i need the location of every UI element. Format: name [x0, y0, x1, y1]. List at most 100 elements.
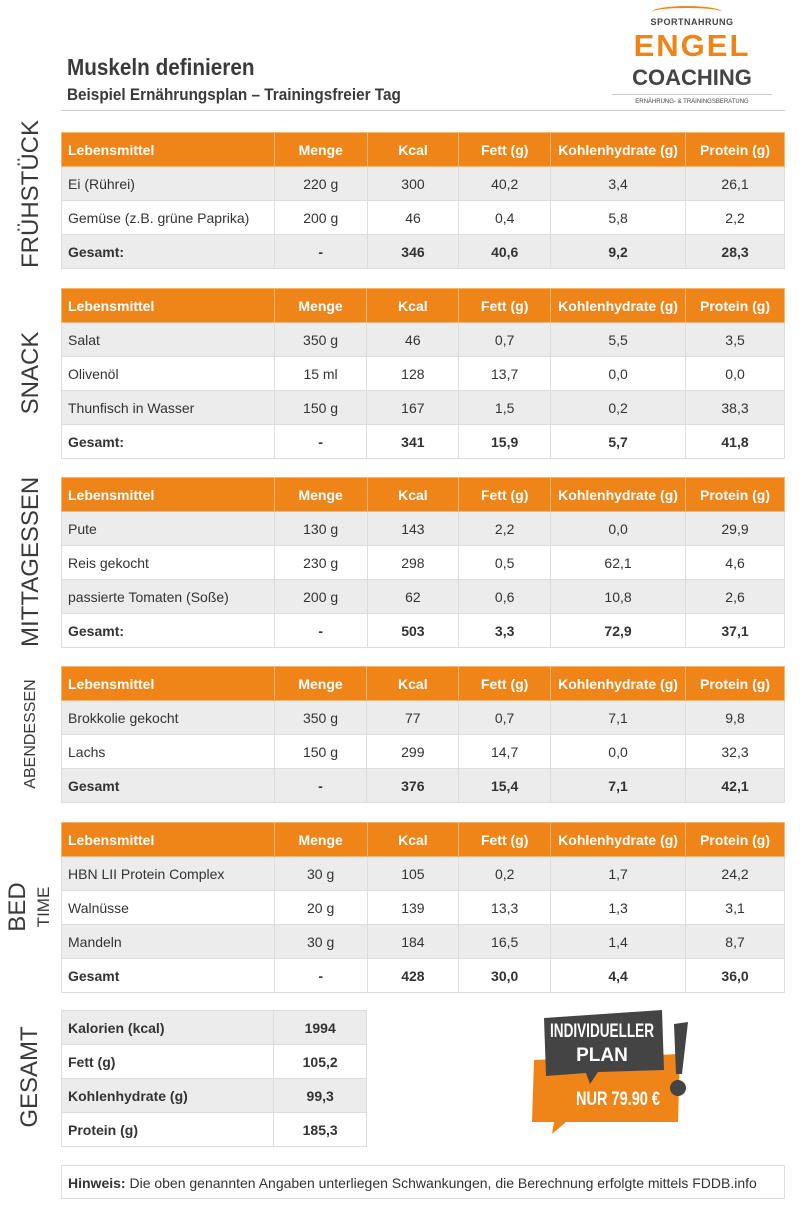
- table-cell: -: [273, 768, 368, 803]
- table-cell: 2,6: [685, 579, 785, 614]
- column-header: Lebensmittel: [61, 822, 275, 857]
- table-row: Olivenöl 15 ml 128 13,7 0,0 0,0: [61, 356, 785, 391]
- hint-label: Hinweis:: [68, 1175, 126, 1191]
- table-cell: 0,0: [685, 356, 785, 391]
- table-cell: 185,3: [273, 1112, 367, 1147]
- total-row: Gesamt: -341 15,9 5,7 41,8: [61, 424, 785, 459]
- table-cell: 0,2: [550, 390, 687, 425]
- table-cell: Lachs: [61, 734, 275, 769]
- table-cell: -: [273, 234, 368, 269]
- table-cell: 36,0: [685, 958, 785, 993]
- table-cell: 300: [366, 166, 460, 201]
- column-header: Protein (g): [685, 666, 785, 701]
- table-cell: 46: [366, 200, 460, 235]
- table-cell: 7,1: [550, 700, 687, 735]
- table-cell: 150 g: [273, 734, 368, 769]
- total-row: Fett (g) 105,2: [60, 1044, 367, 1079]
- column-header: Protein (g): [685, 477, 785, 512]
- total-row: Gesamt: -346 40,6 9,2 28,3: [61, 234, 785, 269]
- table-cell: 1,3: [550, 890, 687, 925]
- column-header: Lebensmittel: [61, 132, 275, 167]
- table-cell: 230 g: [273, 545, 368, 580]
- table-cell: 7,1: [550, 768, 687, 803]
- promo-badge[interactable]: INDIVIDUELLER PLAN NUR 79.90 €: [530, 1010, 690, 1135]
- table-cell: 5,7: [550, 424, 687, 459]
- promo-line1: INDIVIDUELLER: [550, 1021, 654, 1042]
- table-cell: Fett (g): [60, 1044, 275, 1079]
- table-cell: HBN LII Protein Complex: [61, 856, 275, 891]
- table-cell: 105: [366, 856, 460, 891]
- table-cell: Gesamt:: [61, 613, 275, 648]
- promo-line2: PLAN: [576, 1045, 628, 1066]
- table-header: Lebensmittel Menge Kcal Fett (g) Kohlenhydra…: [61, 666, 785, 701]
- table-cell: -: [273, 424, 368, 459]
- table-cell: 220 g: [273, 166, 368, 201]
- table-cell: 350 g: [273, 322, 368, 357]
- table-cell: 30,0: [458, 958, 552, 993]
- table-cell: 2,2: [685, 200, 785, 235]
- table-cell: 29,9: [685, 511, 785, 546]
- table-cell: 139: [366, 890, 460, 925]
- table-cell: 8,7: [685, 924, 785, 959]
- table-cell: 5,8: [550, 200, 687, 235]
- table-cell: Gesamt:: [61, 234, 275, 269]
- table-row: passierte Tomaten (Soße) 200 g 62 0,6 10,8 2,…: [61, 579, 785, 614]
- logo: SPORTNAHRUNG ENGEL COACHING ERNÄHRUNG- &…: [612, 4, 772, 108]
- column-header: Kohlenhydrate (g): [550, 288, 687, 323]
- table-cell: Mandeln: [61, 924, 275, 959]
- table-cell: 4,4: [550, 958, 687, 993]
- table-row: Mandeln 30 g 184 16,5 1,4 8,7: [61, 924, 785, 959]
- table-cell: 30 g: [273, 856, 368, 891]
- table-cell: 1994: [273, 1010, 367, 1045]
- divider: [61, 110, 785, 111]
- table-cell: 42,1: [685, 768, 785, 803]
- column-header: Lebensmittel: [61, 288, 275, 323]
- table-cell: passierte Tomaten (Soße): [61, 579, 275, 614]
- table-row: Brokkolie gekocht 350 g 77 0,7 7,1 9,8: [61, 700, 785, 735]
- table-cell: 346: [366, 234, 460, 269]
- table-cell: 14,7: [458, 734, 552, 769]
- table-cell: 298: [366, 545, 460, 580]
- column-header: Kcal: [366, 666, 460, 701]
- column-header: Fett (g): [458, 477, 552, 512]
- column-header: Kcal: [366, 477, 460, 512]
- table-cell: 184: [366, 924, 460, 959]
- table-cell: 40,6: [458, 234, 552, 269]
- table-row: Lachs 150 g 299 14,7 0,0 32,3: [61, 734, 785, 769]
- table-cell: 1,4: [550, 924, 687, 959]
- table-cell: 5,5: [550, 322, 687, 357]
- logo-top: SPORTNAHRUNG: [650, 17, 734, 27]
- column-header: Kcal: [366, 288, 460, 323]
- table-cell: 376: [366, 768, 460, 803]
- table-cell: 26,1: [685, 166, 785, 201]
- table-cell: 15,4: [458, 768, 552, 803]
- table-cell: 99,3: [273, 1078, 367, 1113]
- table-cell: 40,2: [458, 166, 552, 201]
- table-cell: 30 g: [273, 924, 368, 959]
- column-header: Kohlenhydrate (g): [550, 822, 687, 857]
- column-header: Protein (g): [685, 822, 785, 857]
- table-cell: 20 g: [273, 890, 368, 925]
- table-cell: 143: [366, 511, 460, 546]
- side-label-line2: TIME: [34, 886, 53, 928]
- total-table: Kalorien (kcal) 1994 Fett (g) 105,2 Kohlenhy…: [60, 1010, 367, 1147]
- page-title: Muskeln definieren: [67, 54, 255, 80]
- table-cell: Olivenöl: [61, 356, 275, 391]
- table-cell: Kohlenhydrate (g): [60, 1078, 275, 1113]
- table-cell: -: [273, 958, 368, 993]
- total-row: Gesamt: -503 3,3 72,9 37,1: [61, 613, 785, 648]
- column-header: Kohlenhydrate (g): [550, 666, 687, 701]
- table-cell: 62,1: [550, 545, 687, 580]
- total-row: Kalorien (kcal) 1994: [60, 1010, 367, 1045]
- table-cell: 24,2: [685, 856, 785, 891]
- table-cell: Walnüsse: [61, 890, 275, 925]
- table-cell: Ei (Rührei): [61, 166, 275, 201]
- table-cell: Gesamt: [61, 768, 275, 803]
- hint-box: Hinweis: Die oben genannten Angaben unte…: [61, 1165, 785, 1199]
- table-cell: Gesamt: [61, 958, 275, 993]
- table-row: Gemüse (z.B. grüne Paprika) 200 g 46 0,4 5,8…: [61, 200, 785, 235]
- table-cell: 10,8: [550, 579, 687, 614]
- total-row: Gesamt -428 30,0 4,4 36,0: [61, 958, 785, 993]
- column-header: Menge: [273, 477, 368, 512]
- table-cell: 0,7: [458, 322, 552, 357]
